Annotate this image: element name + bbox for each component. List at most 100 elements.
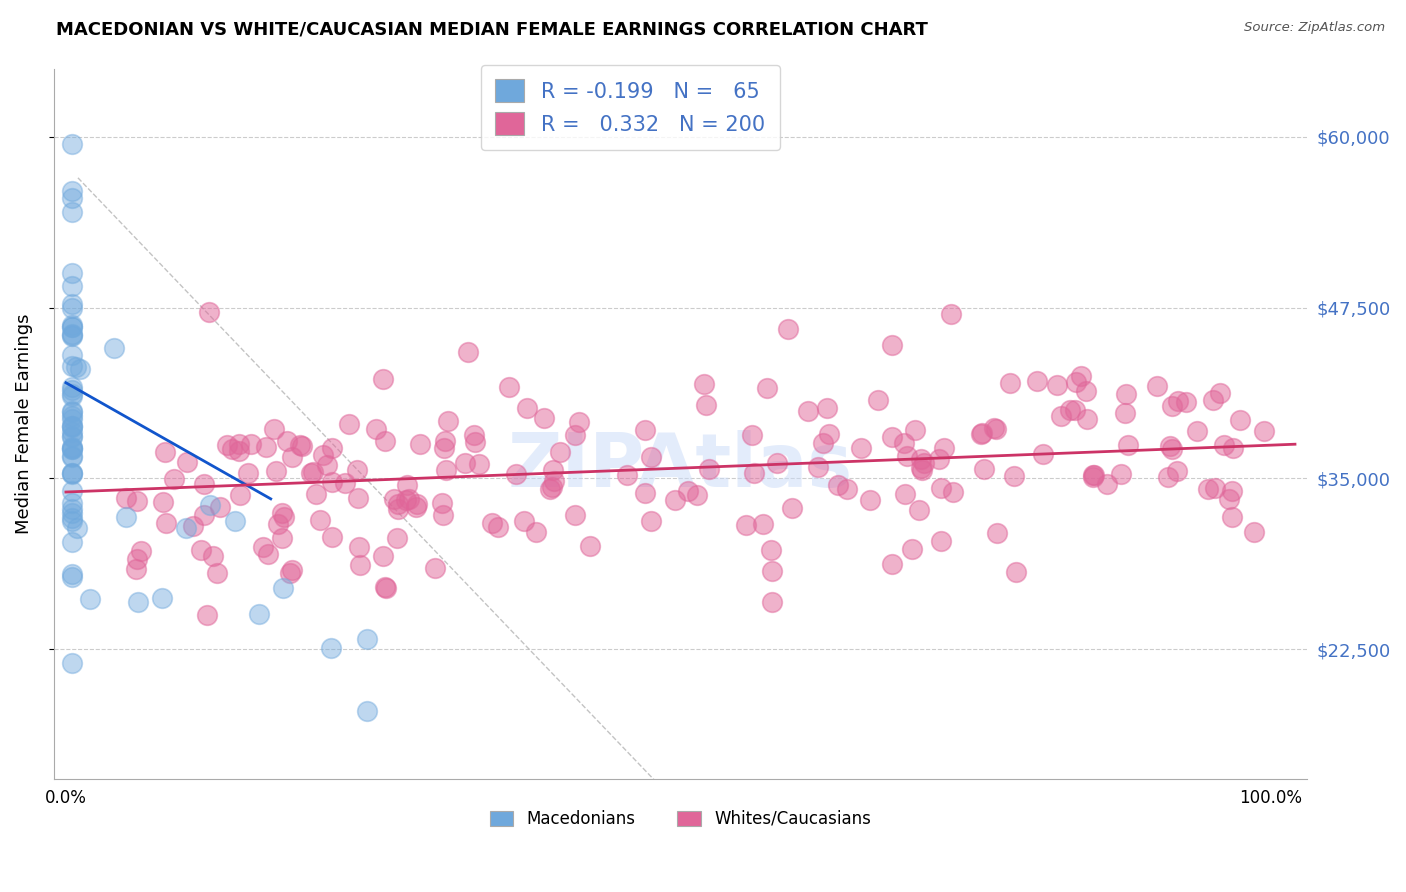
Point: [464, 434, 486, 449]
Point: [454, 456, 477, 470]
Point: [1081, 468, 1104, 483]
Point: [742, 467, 765, 481]
Point: [207, 566, 229, 581]
Point: [634, 423, 657, 437]
Point: [316, 458, 339, 472]
Point: [541, 462, 564, 476]
Point: [60, 320, 83, 334]
Point: [221, 442, 243, 456]
Point: [60, 412, 83, 426]
Point: [127, 595, 149, 609]
Point: [1074, 384, 1097, 398]
Point: [640, 450, 662, 464]
Point: [983, 421, 1005, 435]
Point: [271, 581, 294, 595]
Point: [176, 521, 198, 535]
Point: [115, 491, 138, 506]
Point: [321, 475, 343, 490]
Point: [1081, 469, 1104, 483]
Point: [457, 345, 479, 359]
Point: [193, 476, 215, 491]
Point: [1083, 468, 1105, 483]
Point: [1220, 484, 1243, 499]
Point: [396, 478, 419, 492]
Point: [550, 444, 572, 458]
Point: [579, 539, 602, 553]
Point: [942, 485, 965, 500]
Point: [60, 570, 83, 584]
Point: [60, 320, 83, 334]
Point: [695, 398, 717, 412]
Point: [238, 467, 260, 481]
Point: [60, 191, 83, 205]
Point: [60, 450, 83, 464]
Point: [437, 414, 460, 428]
Point: [371, 549, 394, 564]
Point: [60, 450, 83, 464]
Point: [929, 533, 952, 548]
Point: [125, 552, 148, 566]
Point: [60, 387, 83, 401]
Point: [430, 496, 453, 510]
Point: [1002, 469, 1025, 483]
Point: [463, 428, 485, 442]
Point: [321, 441, 343, 455]
Point: [524, 525, 547, 540]
Point: [60, 429, 83, 443]
Point: [264, 464, 287, 478]
Point: [299, 467, 322, 481]
Point: [434, 462, 457, 476]
Point: [1160, 399, 1182, 413]
Point: [333, 475, 356, 490]
Point: [538, 482, 561, 496]
Point: [780, 501, 803, 516]
Point: [986, 525, 1008, 540]
Point: [60, 535, 83, 549]
Point: [761, 564, 783, 578]
Y-axis label: Median Female Earnings: Median Female Earnings: [15, 313, 32, 534]
Point: [60, 515, 83, 529]
Point: [928, 451, 950, 466]
Point: [60, 359, 83, 374]
Point: [796, 404, 818, 418]
Point: [276, 434, 298, 449]
Point: [1114, 406, 1136, 420]
Point: [815, 401, 838, 416]
Point: [1000, 376, 1022, 390]
Point: [692, 376, 714, 391]
Point: [60, 484, 83, 499]
Point: [247, 607, 270, 622]
Point: [973, 462, 995, 476]
Point: [129, 544, 152, 558]
Point: [321, 530, 343, 544]
Point: [686, 488, 709, 502]
Point: [541, 480, 564, 494]
Point: [356, 632, 378, 647]
Point: [880, 337, 903, 351]
Point: [201, 549, 224, 564]
Point: [60, 279, 83, 293]
Point: [1253, 425, 1275, 439]
Point: [60, 506, 83, 520]
Point: [79, 592, 101, 607]
Point: [60, 327, 83, 342]
Point: [291, 440, 314, 454]
Point: [228, 444, 250, 458]
Point: [60, 425, 83, 440]
Point: [676, 484, 699, 499]
Point: [1109, 467, 1132, 482]
Point: [387, 502, 409, 516]
Point: [900, 541, 922, 556]
Point: [752, 517, 775, 532]
Point: [115, 510, 138, 524]
Point: [337, 417, 360, 431]
Point: [1116, 437, 1139, 451]
Point: [1160, 442, 1182, 457]
Point: [735, 518, 758, 533]
Point: [103, 341, 125, 355]
Point: [433, 442, 456, 456]
Point: [267, 517, 290, 532]
Point: [543, 475, 565, 489]
Point: [311, 448, 333, 462]
Point: [60, 442, 83, 457]
